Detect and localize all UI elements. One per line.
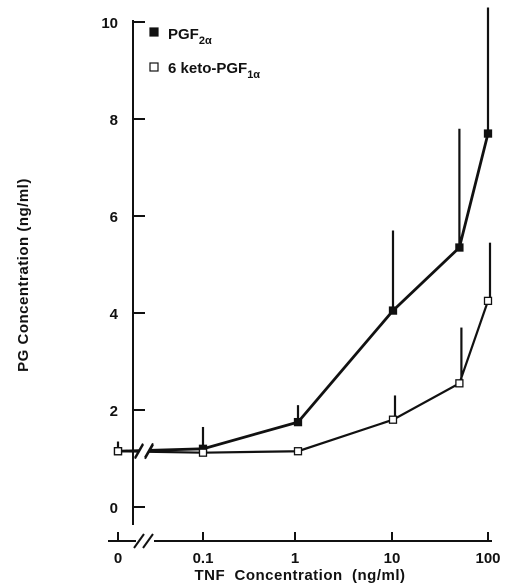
data-point-pgf2a bbox=[455, 243, 464, 252]
legend-label-pgf2a-main: PGF bbox=[168, 26, 199, 43]
x-axis-title: TNF Concentration (ng/ml) bbox=[195, 567, 406, 584]
x-ticks: 0 0.1 1 10 100 bbox=[114, 532, 501, 567]
x-tick-label: 10 bbox=[384, 550, 401, 567]
x-tick-label: 0 bbox=[114, 550, 122, 567]
y-axis-title: PG Concentration (ng/ml) bbox=[15, 178, 32, 372]
data-point-pgf2a bbox=[483, 129, 493, 138]
x-tick-label: 100 bbox=[475, 550, 500, 567]
data-point-keto bbox=[483, 296, 493, 306]
series-break-mark bbox=[144, 444, 154, 460]
legend-label-keto-main: 6 keto-PGF bbox=[168, 60, 247, 77]
legend-marker-keto bbox=[149, 62, 159, 72]
legend-marker-pgf2a bbox=[149, 27, 159, 37]
data-point-pgf2a bbox=[293, 417, 303, 427]
series-break-mark bbox=[134, 444, 144, 460]
data-point-keto bbox=[293, 447, 303, 456]
plot-area bbox=[113, 7, 493, 460]
data-point-pgf2a bbox=[388, 306, 398, 315]
y-tick-label: 6 bbox=[110, 209, 118, 226]
series-line bbox=[148, 300, 490, 454]
x-axis-break-mark-1 bbox=[133, 533, 145, 549]
y-tick-label: 10 bbox=[101, 15, 118, 32]
data-point-keto bbox=[198, 448, 208, 457]
y-tick-label: 2 bbox=[110, 403, 118, 420]
x-axis-break-mark-2 bbox=[142, 533, 154, 549]
x-tick-label: 0.1 bbox=[193, 550, 214, 567]
y-tick-label: 4 bbox=[110, 306, 119, 323]
legend-label-keto: 6 keto-PGF1α bbox=[168, 60, 260, 81]
x-tick-label: 1 bbox=[291, 550, 299, 567]
y-axis: 0 2 4 6 8 10 bbox=[101, 15, 145, 525]
legend-label-keto-sub: 1α bbox=[247, 69, 260, 81]
y-tick-label: 0 bbox=[110, 500, 118, 517]
series-1 bbox=[113, 242, 493, 460]
data-point-keto bbox=[455, 379, 464, 388]
legend: PGF2α 6 keto-PGF1α bbox=[149, 26, 260, 81]
data-point-keto bbox=[388, 415, 398, 424]
x-axis: 0 0.1 1 10 100 bbox=[108, 532, 501, 567]
y-ticks: 0 2 4 6 8 10 bbox=[101, 15, 145, 517]
series-line bbox=[148, 133, 490, 452]
legend-label-pgf2a-sub: 2α bbox=[199, 35, 212, 47]
data-point-keto bbox=[113, 447, 123, 456]
legend-label-pgf2a: PGF2α bbox=[168, 26, 212, 47]
y-tick-label: 8 bbox=[110, 112, 118, 129]
